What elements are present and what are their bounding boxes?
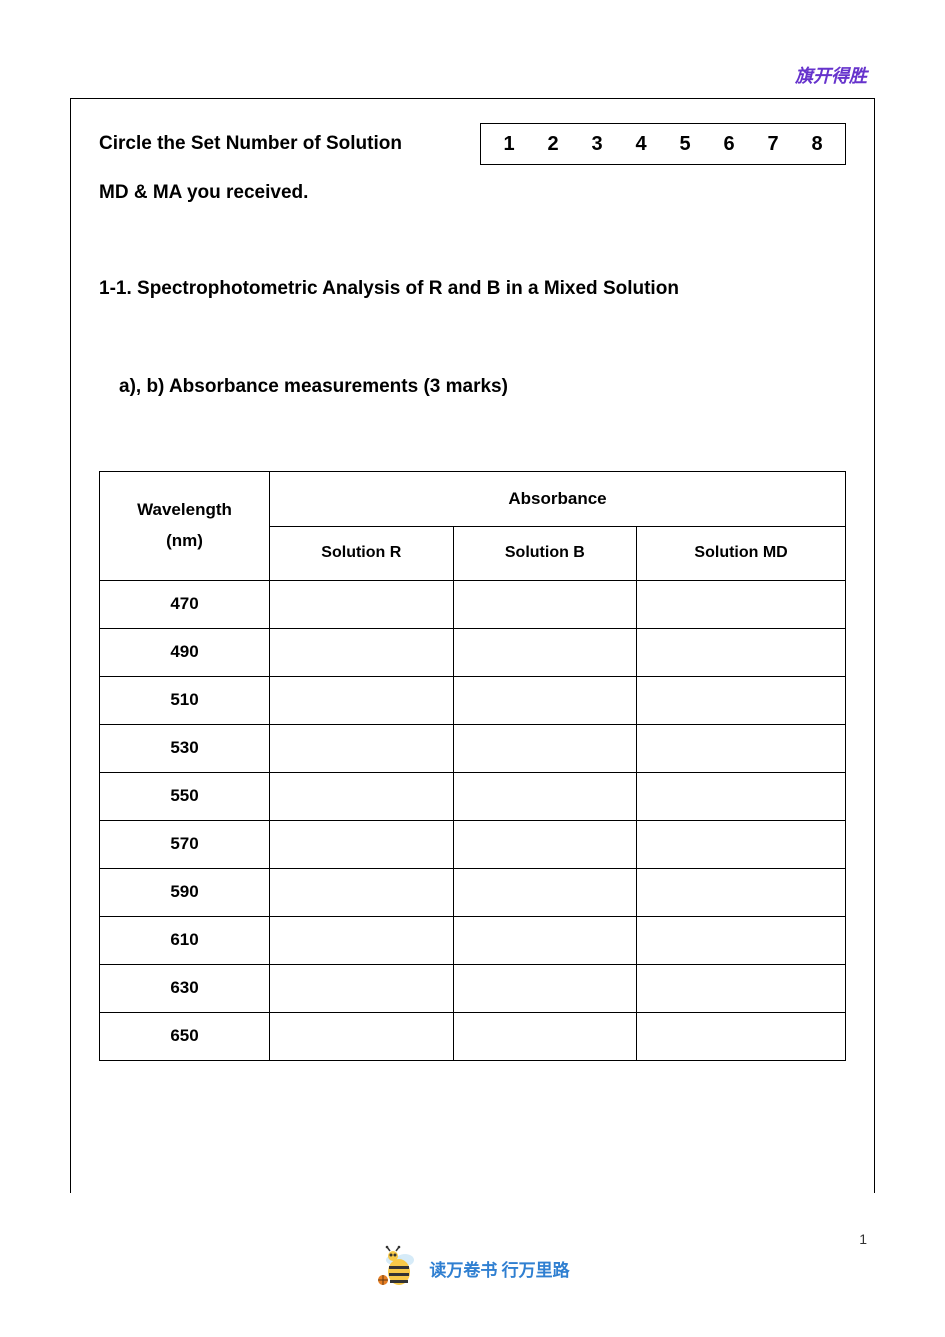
bee-icon [375, 1244, 423, 1292]
wavelength-cell: 530 [100, 724, 270, 772]
cell-r[interactable] [270, 1012, 454, 1060]
set-number-box[interactable]: 1 2 3 4 5 6 7 8 [480, 123, 846, 165]
wavelength-cell: 630 [100, 964, 270, 1012]
cell-r[interactable] [270, 916, 454, 964]
cell-b[interactable] [453, 580, 637, 628]
page-container: 旗开得胜 Circle the Set Number of Solution M… [0, 0, 945, 1337]
footer-inner: 读万卷书 行万里路 [375, 1244, 569, 1292]
instruction-row: Circle the Set Number of Solution MD & M… [99, 119, 846, 218]
footer-text: 读万卷书 行万里路 [429, 1256, 569, 1281]
set-number-6[interactable]: 6 [707, 133, 751, 156]
wavelength-cell: 610 [100, 916, 270, 964]
cell-md[interactable] [637, 724, 846, 772]
wavelength-label: Wavelength [137, 500, 232, 519]
instruction-line2: MD & MA you received. [99, 182, 308, 203]
table-header-row1: Wavelength (nm) Absorbance [100, 471, 846, 527]
table-row: 570 [100, 820, 846, 868]
set-number-2[interactable]: 2 [531, 133, 575, 156]
table-body: 470 490 510 530 [100, 580, 846, 1060]
cell-md[interactable] [637, 580, 846, 628]
col-solution-md: Solution MD [637, 527, 846, 581]
table-row: 510 [100, 676, 846, 724]
cell-r[interactable] [270, 868, 454, 916]
table-row: 610 [100, 916, 846, 964]
main-content-box: Circle the Set Number of Solution MD & M… [70, 98, 875, 1193]
table-row: 490 [100, 628, 846, 676]
set-number-3[interactable]: 3 [575, 133, 619, 156]
table-header: Wavelength (nm) Absorbance Solution R So… [100, 471, 846, 580]
cell-md[interactable] [637, 628, 846, 676]
wavelength-cell: 590 [100, 868, 270, 916]
header-motto: 旗开得胜 [795, 62, 867, 88]
cell-r[interactable] [270, 580, 454, 628]
cell-r[interactable] [270, 676, 454, 724]
cell-r[interactable] [270, 724, 454, 772]
table-row: 530 [100, 724, 846, 772]
cell-r[interactable] [270, 820, 454, 868]
cell-md[interactable] [637, 868, 846, 916]
col-solution-r: Solution R [270, 527, 454, 581]
cell-b[interactable] [453, 820, 637, 868]
table-row: 550 [100, 772, 846, 820]
wavelength-cell: 650 [100, 1012, 270, 1060]
table-row: 470 [100, 580, 846, 628]
cell-b[interactable] [453, 1012, 637, 1060]
instruction-text: Circle the Set Number of Solution MD & M… [99, 119, 456, 218]
wavelength-cell: 570 [100, 820, 270, 868]
cell-b[interactable] [453, 676, 637, 724]
table-row: 650 [100, 1012, 846, 1060]
page-footer: 读万卷书 行万里路 [0, 1244, 945, 1297]
instruction-line1: Circle the Set Number of Solution [99, 133, 402, 154]
set-number-5[interactable]: 5 [663, 133, 707, 156]
cell-b[interactable] [453, 724, 637, 772]
cell-md[interactable] [637, 1012, 846, 1060]
absorbance-table: Wavelength (nm) Absorbance Solution R So… [99, 471, 846, 1061]
col-absorbance: Absorbance [270, 471, 846, 527]
cell-r[interactable] [270, 964, 454, 1012]
section-subtitle: a), b) Absorbance measurements (3 marks) [119, 372, 846, 402]
set-number-1[interactable]: 1 [487, 133, 531, 156]
table-row: 630 [100, 964, 846, 1012]
table-row: 590 [100, 868, 846, 916]
col-solution-b: Solution B [453, 527, 637, 581]
cell-r[interactable] [270, 628, 454, 676]
cell-b[interactable] [453, 772, 637, 820]
cell-r[interactable] [270, 772, 454, 820]
cell-md[interactable] [637, 772, 846, 820]
cell-b[interactable] [453, 916, 637, 964]
wavelength-cell: 510 [100, 676, 270, 724]
cell-md[interactable] [637, 964, 846, 1012]
wavelength-cell: 550 [100, 772, 270, 820]
cell-b[interactable] [453, 964, 637, 1012]
section-title: 1-1. Spectrophotometric Analysis of R an… [99, 274, 846, 304]
set-number-8[interactable]: 8 [795, 133, 839, 156]
set-number-4[interactable]: 4 [619, 133, 663, 156]
cell-b[interactable] [453, 628, 637, 676]
wavelength-unit: (nm) [166, 531, 203, 550]
cell-md[interactable] [637, 916, 846, 964]
col-wavelength: Wavelength (nm) [100, 471, 270, 580]
cell-md[interactable] [637, 820, 846, 868]
cell-md[interactable] [637, 676, 846, 724]
wavelength-cell: 470 [100, 580, 270, 628]
wavelength-cell: 490 [100, 628, 270, 676]
set-number-7[interactable]: 7 [751, 133, 795, 156]
cell-b[interactable] [453, 868, 637, 916]
